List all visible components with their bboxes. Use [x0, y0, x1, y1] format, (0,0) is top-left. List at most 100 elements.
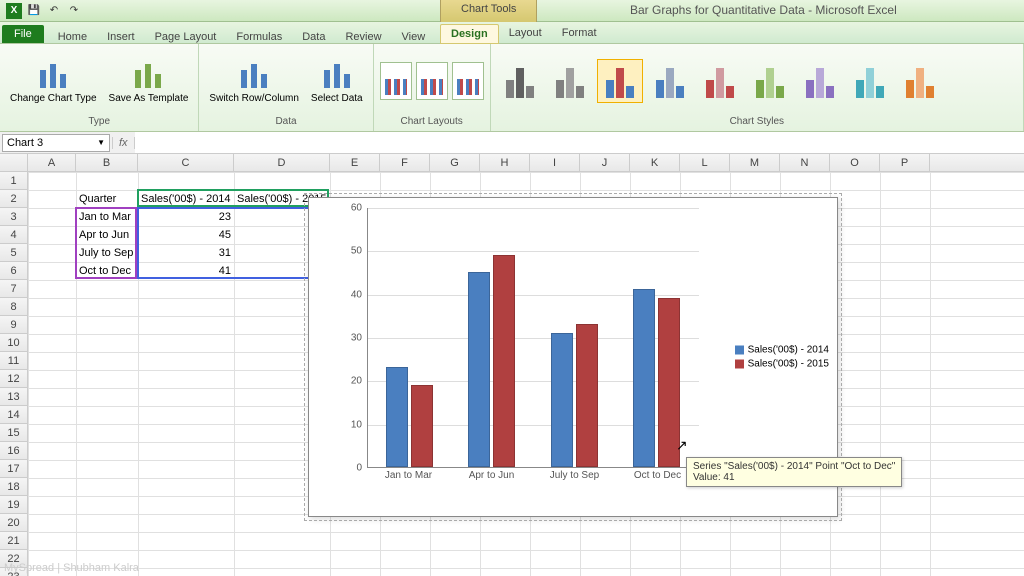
row-header[interactable]: 2 [0, 190, 28, 208]
ribbon-group-type: Change Chart TypeSave As Template Type [0, 44, 199, 131]
row-header[interactable]: 17 [0, 460, 28, 478]
y-tick-label: 30 [351, 333, 362, 344]
legend-swatch-icon [735, 346, 744, 355]
bar[interactable] [551, 333, 573, 467]
bar[interactable] [633, 289, 655, 467]
cell[interactable]: 23 [138, 208, 234, 226]
chart-layout-thumb[interactable] [380, 62, 412, 100]
row-header[interactable]: 5 [0, 244, 28, 262]
column-header[interactable]: O [830, 154, 880, 171]
row-header[interactable]: 9 [0, 316, 28, 334]
ribbon-button[interactable]: Save As Template [105, 57, 193, 106]
ribbon-button[interactable]: Change Chart Type [6, 57, 101, 106]
chart-style-thumb[interactable] [747, 59, 793, 103]
y-tick-label: 50 [351, 246, 362, 257]
watermark: MySpread | Shubham Kalra [4, 562, 139, 574]
column-header[interactable]: M [730, 154, 780, 171]
row-header[interactable]: 7 [0, 280, 28, 298]
row-header[interactable]: 6 [0, 262, 28, 280]
row-header[interactable]: 1 [0, 172, 28, 190]
row-header[interactable]: 18 [0, 478, 28, 496]
column-header[interactable]: P [880, 154, 930, 171]
chart-layout-thumb[interactable] [452, 62, 484, 100]
column-header[interactable]: E [330, 154, 380, 171]
y-tick-label: 0 [356, 463, 362, 474]
column-header[interactable]: C [138, 154, 234, 171]
cell[interactable]: 45 [138, 226, 234, 244]
column-header[interactable]: K [630, 154, 680, 171]
row-header[interactable]: 20 [0, 514, 28, 532]
chart-style-thumb[interactable] [647, 59, 693, 103]
column-header[interactable]: A [28, 154, 76, 171]
chart-style-thumb[interactable] [597, 59, 643, 103]
undo-icon[interactable]: ↶ [46, 3, 62, 19]
formula-input[interactable] [135, 132, 1024, 153]
chevron-down-icon[interactable]: ▼ [97, 138, 105, 147]
row-header[interactable]: 13 [0, 388, 28, 406]
chart-style-thumb[interactable] [847, 59, 893, 103]
bar[interactable] [386, 367, 408, 467]
column-header[interactable]: N [780, 154, 830, 171]
row-header[interactable]: 14 [0, 406, 28, 424]
row-header[interactable]: 12 [0, 370, 28, 388]
column-header[interactable]: G [430, 154, 480, 171]
bar[interactable] [468, 272, 490, 467]
row-header[interactable]: 8 [0, 298, 28, 316]
bar[interactable] [493, 255, 515, 467]
chart-layout-thumb[interactable] [416, 62, 448, 100]
legend-item[interactable]: Sales('00$) - 2015 [735, 359, 829, 370]
legend-swatch-icon [735, 360, 744, 369]
spreadsheet-grid[interactable]: ABCDEFGHIJKLMNOP 12345678910111213141516… [0, 154, 1024, 576]
cells-area[interactable]: QuarterSales('00$) - 2014Sales('00$) - 2… [28, 172, 1024, 576]
bar[interactable] [411, 385, 433, 467]
ribbon-button-label: Switch Row/Column [209, 93, 298, 104]
row-header[interactable]: 16 [0, 442, 28, 460]
cell[interactable]: 41 [138, 262, 234, 280]
ribbon-button[interactable]: Select Data [307, 57, 367, 106]
chart-style-thumb[interactable] [897, 59, 943, 103]
cell[interactable]: July to Sep [76, 244, 138, 262]
cell[interactable]: Apr to Jun [76, 226, 138, 244]
column-header[interactable]: B [76, 154, 138, 171]
column-header[interactable]: J [580, 154, 630, 171]
column-header[interactable]: L [680, 154, 730, 171]
tab-file[interactable]: File [2, 25, 44, 43]
chart-style-thumb[interactable] [797, 59, 843, 103]
row-header[interactable]: 10 [0, 334, 28, 352]
redo-icon[interactable]: ↷ [66, 3, 82, 19]
chart-style-thumb[interactable] [697, 59, 743, 103]
cell[interactable]: 31 [138, 244, 234, 262]
chart-style-thumb[interactable] [547, 59, 593, 103]
legend-label: Sales('00$) - 2014 [748, 345, 829, 356]
row-header[interactable]: 3 [0, 208, 28, 226]
fx-icon[interactable]: fx [112, 137, 135, 149]
bar-group [616, 289, 699, 467]
cell[interactable]: Jan to Mar [76, 208, 138, 226]
tab-layout[interactable]: Layout [499, 24, 552, 43]
name-box[interactable]: Chart 3 ▼ [2, 134, 110, 152]
select-all-corner[interactable] [0, 154, 28, 171]
tab-format[interactable]: Format [552, 24, 607, 43]
legend-item[interactable]: Sales('00$) - 2014 [735, 345, 829, 356]
tab-design[interactable]: Design [440, 24, 499, 44]
save-icon[interactable]: 💾 [26, 3, 42, 19]
column-header[interactable]: I [530, 154, 580, 171]
cell[interactable]: Sales('00$) - 2014 [138, 190, 234, 208]
bar-group [368, 367, 451, 467]
row-header[interactable]: 11 [0, 352, 28, 370]
column-header[interactable]: H [480, 154, 530, 171]
row-header[interactable]: 15 [0, 424, 28, 442]
chart-plot [367, 208, 699, 468]
column-header[interactable]: F [380, 154, 430, 171]
row-header[interactable]: 4 [0, 226, 28, 244]
bar[interactable] [658, 298, 680, 467]
cell[interactable]: Oct to Dec [76, 262, 138, 280]
ribbon-button[interactable]: Switch Row/Column [205, 57, 302, 106]
column-header[interactable]: D [234, 154, 330, 171]
row-header[interactable]: 19 [0, 496, 28, 514]
bar[interactable] [576, 324, 598, 467]
cell[interactable]: Quarter [76, 190, 138, 208]
chart-legend[interactable]: Sales('00$) - 2014 Sales('00$) - 2015 [735, 342, 829, 373]
row-header[interactable]: 21 [0, 532, 28, 550]
chart-style-thumb[interactable] [497, 59, 543, 103]
